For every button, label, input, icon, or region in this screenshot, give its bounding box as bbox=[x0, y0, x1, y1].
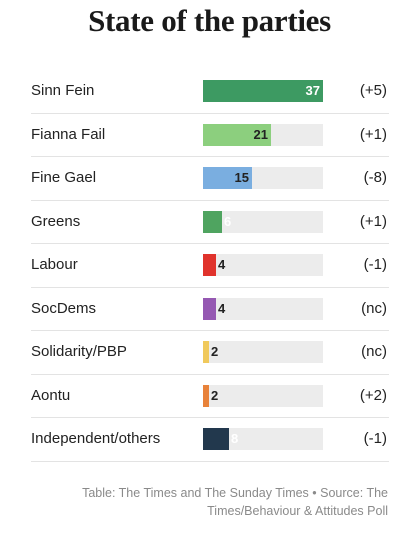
bar-track: 37 bbox=[203, 80, 323, 102]
seat-change: (nc) bbox=[361, 343, 387, 360]
party-name: Fianna Fail bbox=[31, 125, 106, 143]
seat-change: (+2) bbox=[359, 386, 387, 404]
bar bbox=[203, 123, 271, 146]
data-label: 15 bbox=[234, 170, 249, 185]
seat-change: (+1) bbox=[359, 125, 387, 143]
chart-title: State of the parties bbox=[88, 3, 331, 38]
data-label: 37 bbox=[305, 83, 320, 98]
bar bbox=[203, 428, 229, 450]
table-row: SocDems 4 (nc) bbox=[31, 288, 389, 331]
party-name: Sinn Fein bbox=[31, 82, 95, 99]
seat-change: (nc) bbox=[361, 299, 387, 317]
table-row: Greens 6 (+1) bbox=[31, 201, 389, 244]
party-name: SocDems bbox=[31, 299, 97, 317]
party-name: Labour bbox=[31, 256, 78, 273]
data-label: 4 bbox=[218, 300, 226, 316]
bar-track: 21 bbox=[203, 123, 323, 146]
bar-track: 15 bbox=[203, 167, 323, 189]
bar bbox=[203, 80, 323, 102]
bar bbox=[203, 341, 209, 363]
data-label: 2 bbox=[211, 344, 219, 359]
table-row: Sinn Fein 37 (+5) bbox=[31, 70, 389, 114]
bar bbox=[203, 254, 216, 276]
seat-change: (-1) bbox=[363, 256, 387, 273]
party-name: Aontu bbox=[31, 386, 71, 404]
party-name: Fine Gael bbox=[31, 169, 97, 186]
table-row: Fine Gael 15 (-8) bbox=[31, 157, 389, 201]
bar bbox=[203, 210, 222, 233]
bar bbox=[203, 167, 252, 189]
data-label: 2 bbox=[211, 387, 219, 403]
seat-change: (-8) bbox=[363, 169, 387, 186]
bar-track: 2 bbox=[203, 384, 323, 407]
bar bbox=[203, 384, 209, 407]
seat-change: (+1) bbox=[359, 212, 387, 230]
bar-track: 6 bbox=[203, 210, 323, 233]
table-row: Independent/others 8 (-1) bbox=[31, 418, 389, 462]
party-name: Independent/others bbox=[31, 430, 161, 447]
party-name: Greens bbox=[31, 212, 81, 230]
table-row: Aontu 2 (+2) bbox=[31, 375, 389, 418]
bar-track: 2 bbox=[203, 341, 323, 363]
seat-change: (-1) bbox=[363, 430, 387, 447]
table-row: Solidarity/PBP 2 (nc) bbox=[31, 331, 389, 375]
data-label: 8 bbox=[231, 431, 239, 446]
party-name: Solidarity/PBP bbox=[31, 343, 127, 360]
data-label: 21 bbox=[253, 126, 268, 142]
bar bbox=[203, 297, 216, 320]
party-table: Sinn Fein 37 (+5) Fianna Fail 21 (+1) Fine Gae… bbox=[31, 70, 389, 462]
table-row: Fianna Fail 21 (+1) bbox=[31, 114, 389, 157]
seat-change: (+5) bbox=[359, 82, 387, 99]
data-label: 6 bbox=[224, 213, 232, 229]
source-footer: Table: The Times and The Sunday Times • … bbox=[82, 486, 388, 518]
bar-track: 8 bbox=[203, 428, 323, 450]
data-label: 4 bbox=[218, 257, 226, 272]
table-row: Labour 4 (-1) bbox=[31, 244, 389, 288]
bar-track: 4 bbox=[203, 254, 323, 276]
bar-track: 4 bbox=[203, 297, 323, 320]
